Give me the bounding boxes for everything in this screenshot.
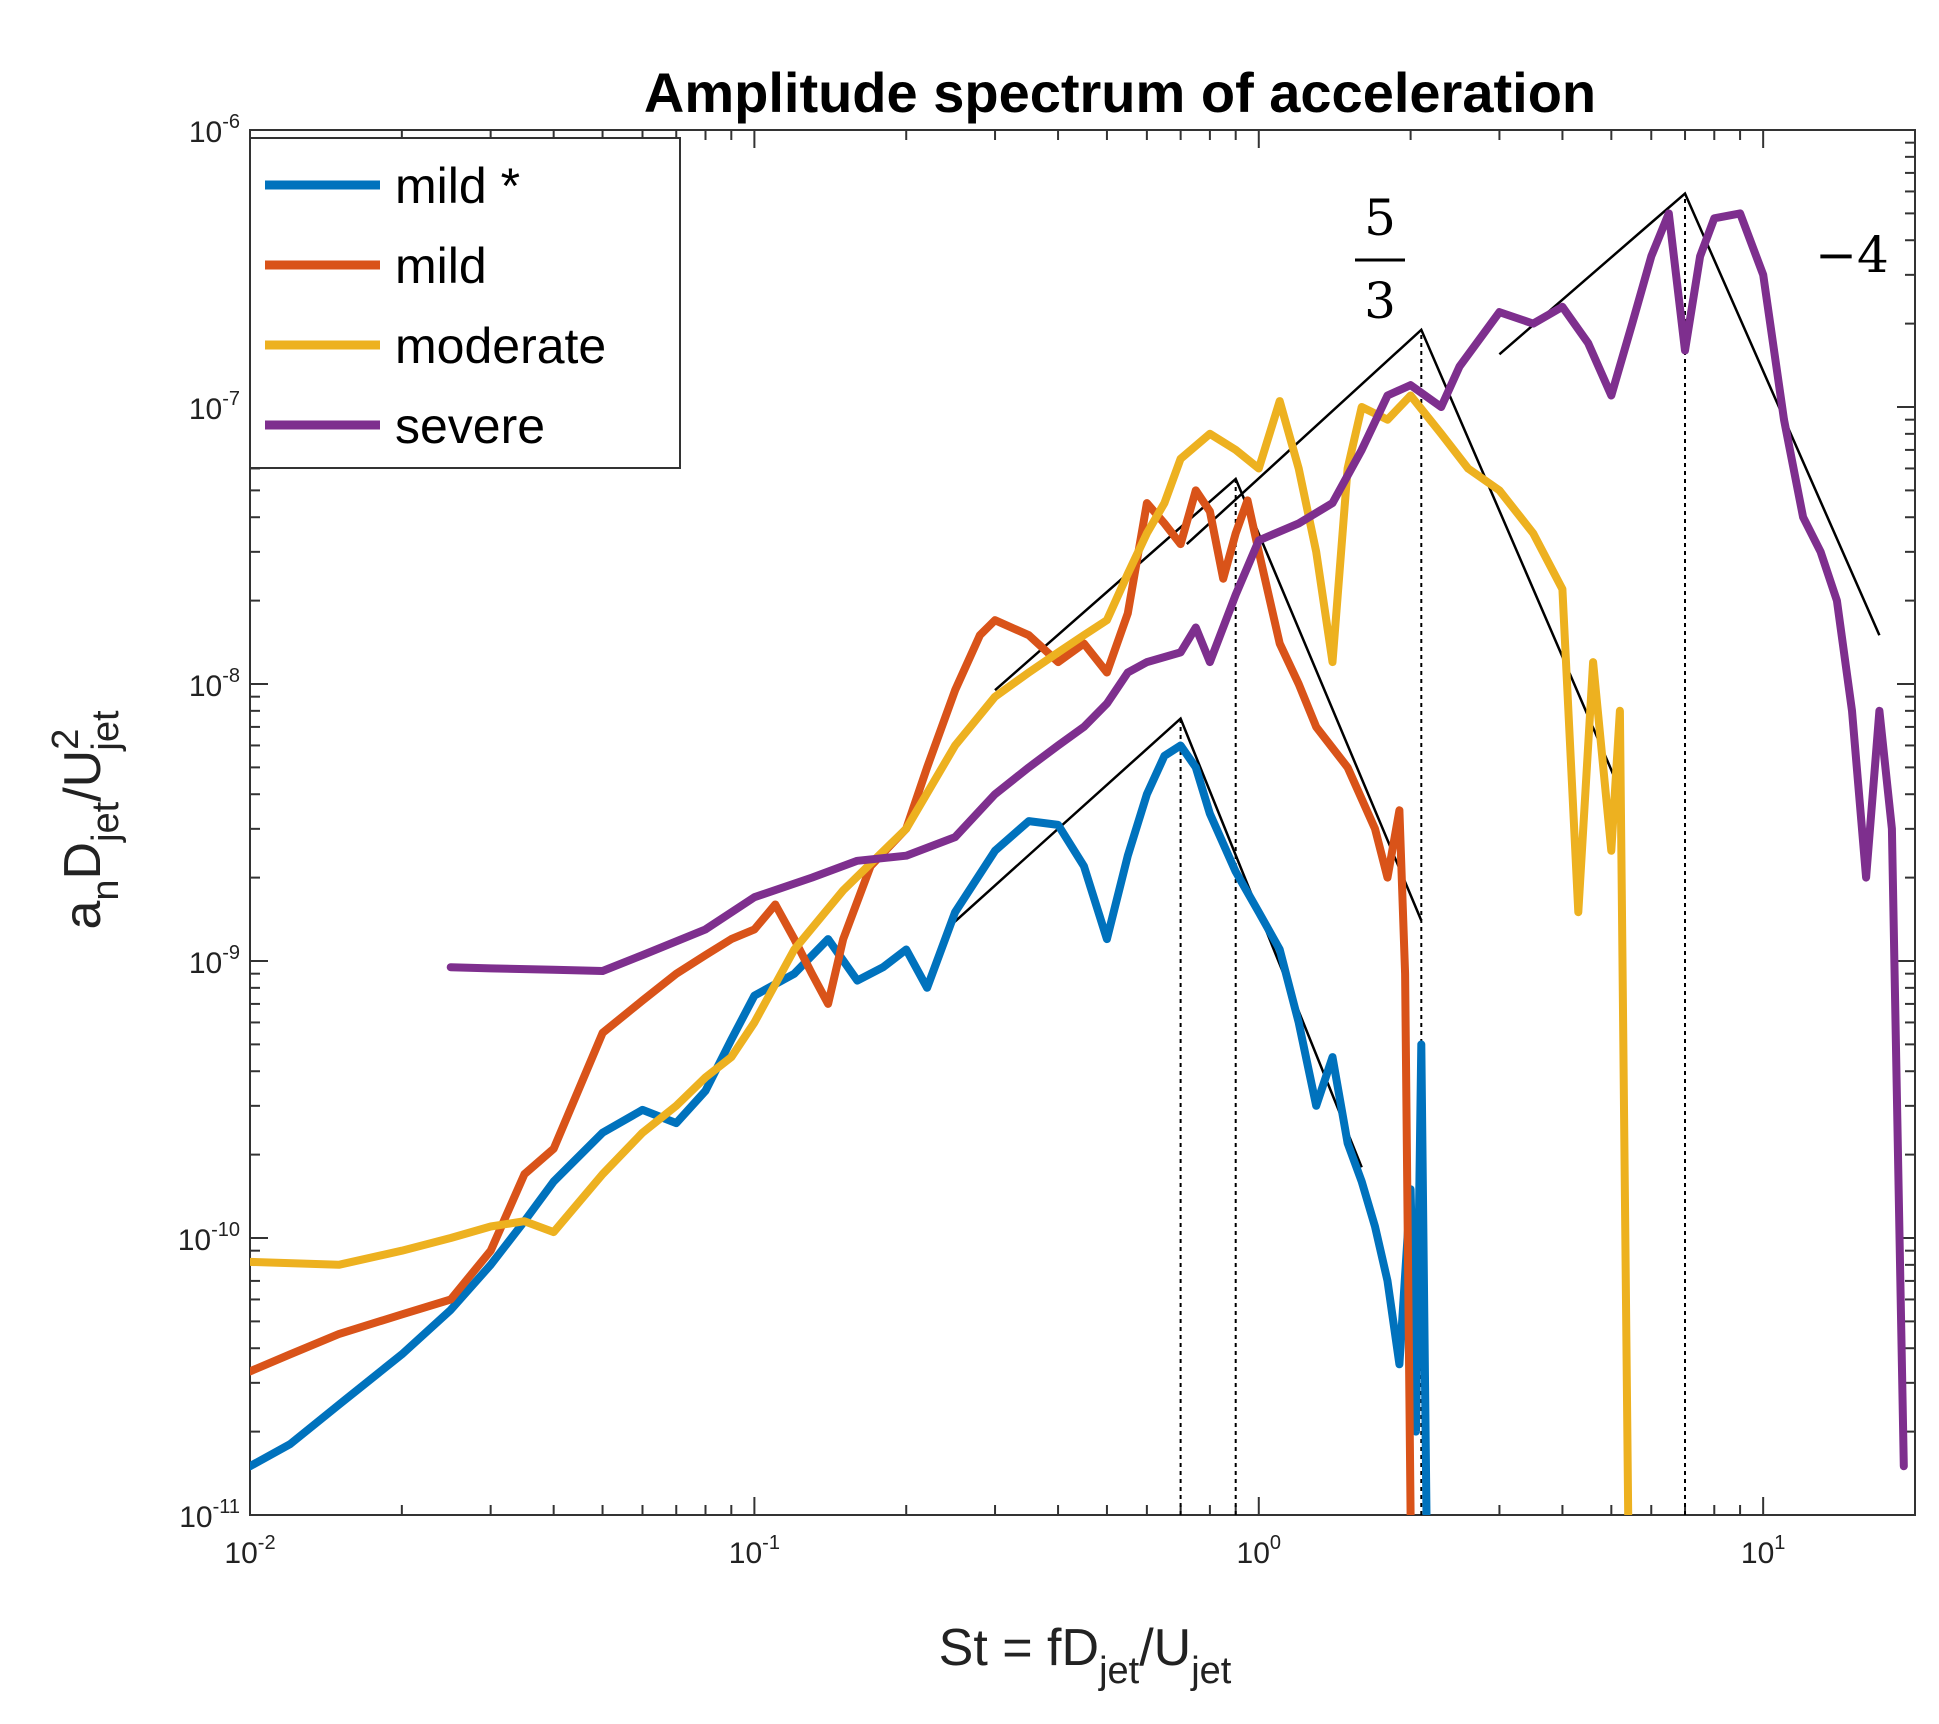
series-line-2 [250, 391, 1633, 1515]
y-axis-label: anDjet/U2jet [45, 710, 127, 929]
x-axis-label: St = fDjet/Ujet [939, 1619, 1232, 1692]
y-tick-label: 10-10 [178, 1219, 240, 1257]
slope-numerator: 5 [1364, 189, 1396, 247]
x-tick-label: 100 [1237, 1532, 1282, 1570]
y-tick-label: 10-11 [179, 1496, 240, 1534]
x-tick-label: 101 [1741, 1532, 1786, 1570]
series-line-0 [250, 741, 1431, 1515]
legend-label-1: mild [395, 238, 487, 294]
series-line-3 [446, 209, 1908, 1471]
legend: mild * mild moderate severe [249, 137, 681, 469]
x-tick-label: 10-2 [224, 1532, 275, 1570]
chart-title: Amplitude spectrum of acceleration [644, 61, 1596, 124]
legend-box [249, 137, 681, 469]
reference-line-1 [994, 476, 1423, 921]
slope-annotation-up: 5 3 [1355, 189, 1405, 330]
y-tick-label: 10-9 [189, 942, 240, 980]
y-tick-label: 10-7 [189, 388, 240, 426]
slope-annotation-down: −4 [1815, 226, 1889, 284]
y-tick-label: 10-6 [189, 111, 240, 149]
slope-denominator: 3 [1364, 272, 1396, 330]
data-series [250, 209, 1908, 1515]
y-tick-label: 10-8 [189, 665, 240, 703]
reference-line-2 [1185, 327, 1617, 781]
legend-label-2: moderate [395, 318, 606, 374]
legend-label-0: mild * [395, 158, 520, 214]
series-line-1 [250, 486, 1415, 1515]
x-tick-label: 10-1 [729, 1532, 780, 1570]
legend-label-3: severe [395, 398, 545, 454]
